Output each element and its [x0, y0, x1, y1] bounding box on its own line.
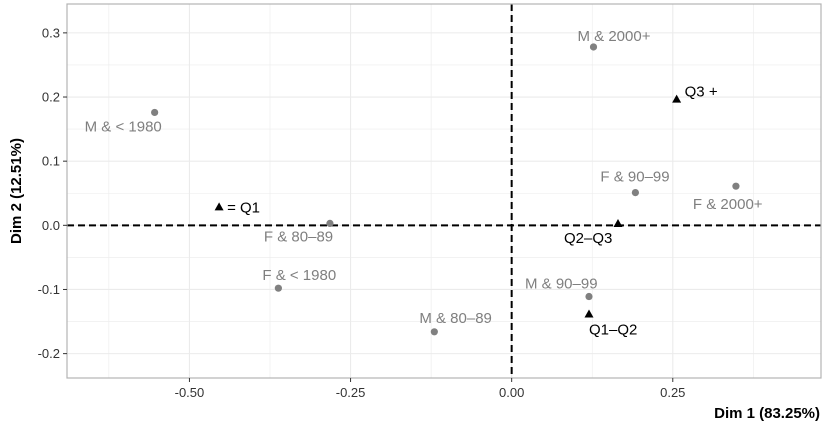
y-tick-label: -0.1	[38, 282, 60, 297]
x-tick-label: 0.00	[499, 385, 524, 400]
plot-panel-border	[66, 3, 822, 379]
circle-point	[151, 108, 159, 117]
point-label: Q2–Q3	[564, 230, 612, 247]
point-label: M & < 1980	[85, 118, 162, 135]
point-label: Q1–Q2	[589, 321, 637, 338]
x-tick-label: 0.25	[660, 385, 685, 400]
point-label: M & 90–99	[525, 276, 598, 293]
grid-lines	[67, 4, 821, 378]
triangle-point	[613, 219, 623, 228]
circle-point	[732, 182, 740, 190]
reference-lines	[67, 4, 821, 378]
y-tick-label: 0.0	[42, 218, 60, 233]
triangle-point	[214, 202, 224, 211]
circle-point	[274, 284, 282, 292]
y-tick-label: 0.1	[42, 154, 60, 169]
axis-ticks: -0.50 -0.25 0.00 0.25 -0.2 -0.1 0.0 0.1 0.2 0.3	[38, 25, 686, 400]
triangle-point	[584, 309, 594, 318]
data-points: M & < 1980 M & 2000+ F & 90–99 F & 2000+ F &…	[85, 28, 763, 339]
circle-point	[589, 43, 598, 51]
y-axis-title: Dim 2 (12.51%)	[8, 138, 25, 244]
point-label: F & < 1980	[262, 267, 336, 284]
circle-point	[430, 328, 438, 336]
x-tick-label: -0.50	[175, 385, 205, 400]
plot-panel-background	[67, 4, 821, 378]
point-label: = Q1	[227, 199, 260, 216]
circle-point	[631, 189, 640, 197]
y-tick-label: 0.2	[42, 90, 60, 105]
point-label: F & 90–99	[600, 169, 669, 186]
point-label: M & 80–89	[419, 310, 492, 327]
circle-point	[585, 292, 593, 301]
point-label: Q3 +	[685, 84, 718, 101]
triangle-point	[672, 94, 682, 103]
x-tick-label: -0.25	[336, 385, 366, 400]
x-axis-title: Dim 1 (83.25%)	[714, 405, 820, 422]
y-tick-label: 0.3	[42, 25, 60, 40]
point-label: M & 2000+	[578, 28, 651, 45]
y-tick-label: -0.2	[38, 346, 60, 361]
point-label: F & 80–89	[264, 228, 333, 245]
point-label: F & 2000+	[693, 196, 763, 213]
circle-point	[326, 219, 334, 227]
